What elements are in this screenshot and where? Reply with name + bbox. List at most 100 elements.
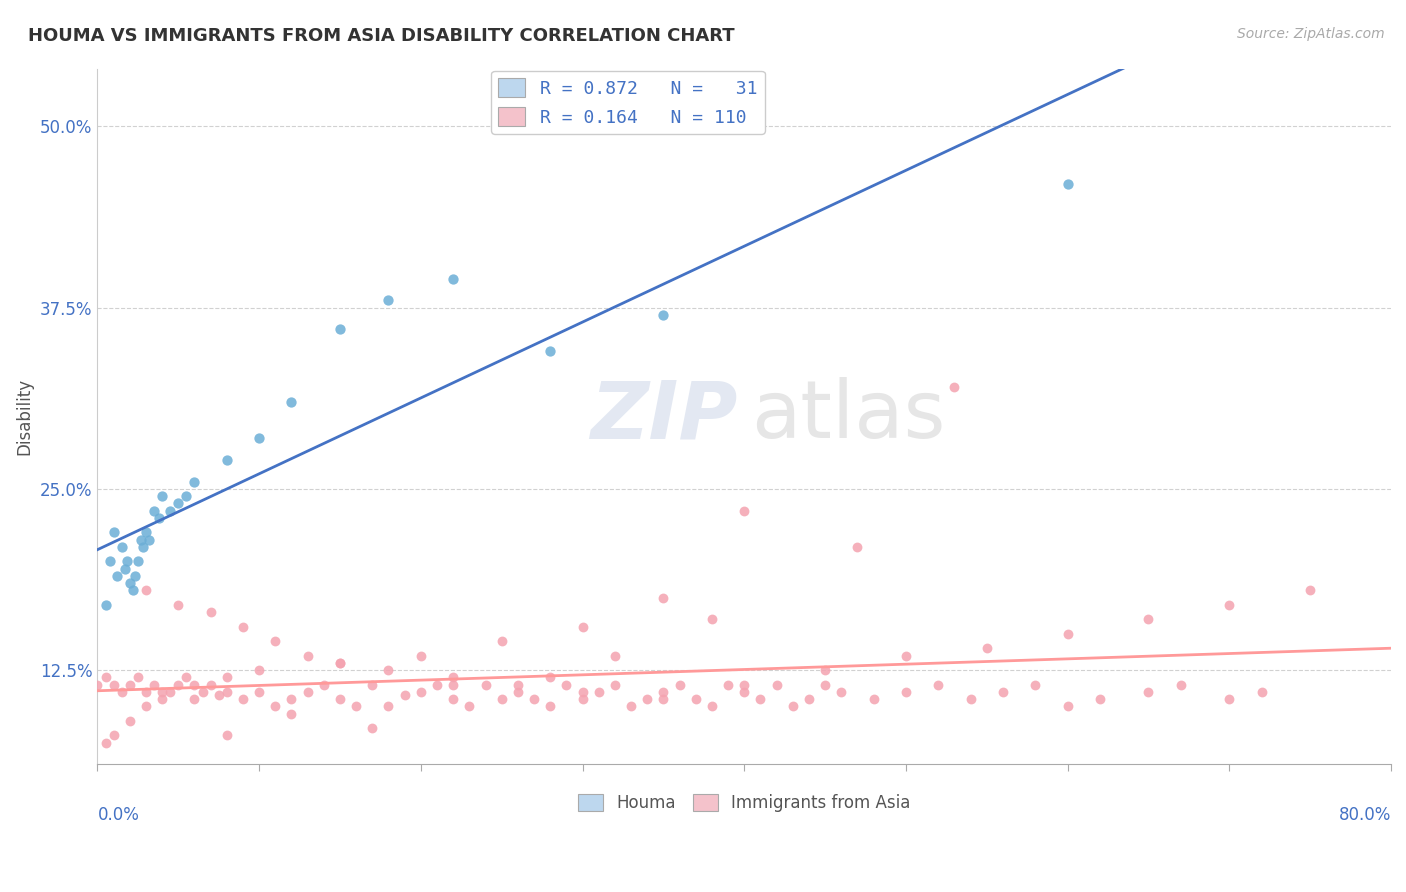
- Point: [94, 735, 117, 749]
- Point: [733, 503, 755, 517]
- Point: [94, 598, 117, 612]
- Point: [733, 685, 755, 699]
- Point: [143, 677, 166, 691]
- Point: [1056, 699, 1078, 714]
- Point: [1137, 685, 1160, 699]
- Point: [409, 685, 432, 699]
- Point: [297, 648, 319, 663]
- Point: [280, 706, 302, 721]
- Point: [200, 605, 222, 619]
- Point: [441, 692, 464, 706]
- Point: [103, 728, 125, 742]
- Point: [129, 533, 152, 547]
- Point: [1024, 677, 1046, 691]
- Point: [94, 670, 117, 684]
- Point: [118, 677, 141, 691]
- Point: [329, 656, 352, 670]
- Point: [959, 692, 981, 706]
- Point: [991, 685, 1014, 699]
- Point: [135, 699, 157, 714]
- Point: [555, 677, 578, 691]
- Point: [124, 569, 146, 583]
- Point: [441, 670, 464, 684]
- Point: [943, 380, 966, 394]
- Point: [329, 692, 352, 706]
- Point: [538, 699, 561, 714]
- Point: [409, 648, 432, 663]
- Point: [571, 619, 593, 633]
- Point: [114, 561, 136, 575]
- Point: [377, 663, 399, 677]
- Point: [247, 685, 270, 699]
- Point: [685, 692, 707, 706]
- Text: Source: ZipAtlas.com: Source: ZipAtlas.com: [1237, 27, 1385, 41]
- Point: [571, 685, 593, 699]
- Point: [167, 677, 190, 691]
- Point: [377, 293, 399, 308]
- Point: [426, 677, 449, 691]
- Point: [183, 677, 205, 691]
- Point: [1218, 692, 1240, 706]
- Point: [846, 540, 869, 554]
- Text: 0.0%: 0.0%: [97, 806, 139, 824]
- Point: [111, 540, 134, 554]
- Point: [118, 576, 141, 591]
- Point: [232, 692, 254, 706]
- Point: [814, 677, 837, 691]
- Point: [150, 685, 173, 699]
- Point: [652, 308, 675, 322]
- Point: [86, 677, 108, 691]
- Point: [118, 714, 141, 728]
- Point: [329, 322, 352, 336]
- Point: [98, 554, 121, 568]
- Point: [797, 692, 820, 706]
- Point: [127, 554, 149, 568]
- Point: [620, 699, 643, 714]
- Point: [700, 612, 723, 626]
- Point: [208, 688, 231, 702]
- Point: [474, 677, 496, 691]
- Point: [636, 692, 658, 706]
- Point: [115, 554, 138, 568]
- Point: [782, 699, 804, 714]
- Point: [538, 344, 561, 359]
- Point: [1250, 685, 1272, 699]
- Point: [1056, 178, 1078, 192]
- Point: [232, 619, 254, 633]
- Text: ZIP: ZIP: [591, 377, 738, 456]
- Point: [749, 692, 772, 706]
- Point: [652, 591, 675, 605]
- Point: [215, 453, 238, 467]
- Point: [176, 670, 198, 684]
- Point: [176, 489, 198, 503]
- Point: [491, 692, 513, 706]
- Point: [159, 503, 181, 517]
- Point: [103, 525, 125, 540]
- Point: [148, 511, 170, 525]
- Point: [571, 692, 593, 706]
- Point: [1056, 627, 1078, 641]
- Point: [506, 677, 529, 691]
- Point: [135, 685, 157, 699]
- Point: [765, 677, 787, 691]
- Point: [361, 721, 384, 735]
- Point: [183, 475, 205, 489]
- Point: [588, 685, 610, 699]
- Point: [167, 496, 190, 510]
- Point: [814, 663, 837, 677]
- Point: [733, 677, 755, 691]
- Point: [280, 395, 302, 409]
- Point: [167, 598, 190, 612]
- Point: [394, 688, 416, 702]
- Point: [894, 648, 917, 663]
- Point: [200, 677, 222, 691]
- Point: [312, 677, 335, 691]
- Point: [150, 692, 173, 706]
- Point: [506, 685, 529, 699]
- Point: [264, 634, 287, 648]
- Point: [329, 656, 352, 670]
- Legend: Houma, Immigrants from Asia: Houma, Immigrants from Asia: [571, 787, 917, 819]
- Point: [135, 583, 157, 598]
- Point: [830, 685, 852, 699]
- Point: [523, 692, 546, 706]
